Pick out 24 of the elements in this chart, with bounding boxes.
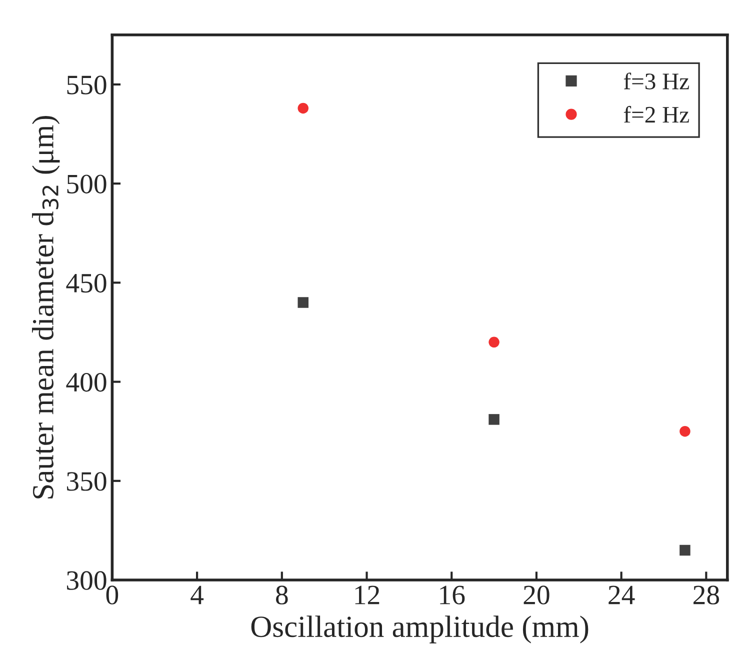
y-axis-title: Sauter mean diameter d$_{32}$ (μm) bbox=[32, 116, 60, 498]
y-tick-label: 300 bbox=[66, 571, 106, 590]
point bbox=[680, 544, 690, 556]
y-tick-label: 500 bbox=[67, 174, 106, 194]
y-tick-label: 350 bbox=[66, 472, 106, 491]
point bbox=[488, 336, 500, 348]
x-tick-label: 16 bbox=[440, 586, 465, 604]
x-tick-label: 20 bbox=[524, 586, 550, 604]
x-tick-label: 8 bbox=[276, 586, 288, 604]
x-tick-label: 28 bbox=[694, 586, 720, 604]
point bbox=[680, 426, 690, 437]
point bbox=[298, 297, 308, 308]
x-axis-title: Oscillation amplitude (mm) bbox=[251, 616, 588, 644]
x-tick-label: 4 bbox=[190, 586, 204, 604]
x-tick-label: 24 bbox=[608, 586, 635, 604]
legend-label: f=2 Hz bbox=[624, 106, 689, 123]
point bbox=[488, 414, 500, 425]
y-tick-label: 400 bbox=[66, 372, 106, 392]
legend-label: f=3 Hz bbox=[624, 72, 689, 90]
y-tick-label: 450 bbox=[66, 274, 106, 293]
x-tick-label: 0 bbox=[106, 586, 118, 604]
point bbox=[298, 102, 308, 114]
y-tick-label: 550 bbox=[67, 76, 106, 94]
x-tick-label: 12 bbox=[355, 586, 380, 604]
